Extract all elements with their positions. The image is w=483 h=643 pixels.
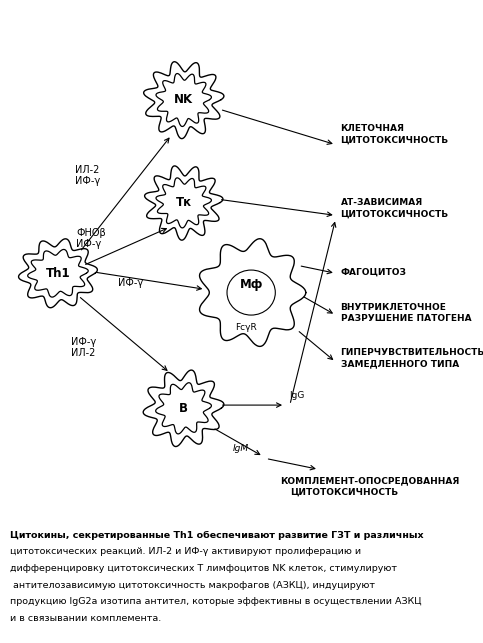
Text: цитотоксических реакций. ИЛ-2 и ИФ-γ активируют пролиферацию и: цитотоксических реакций. ИЛ-2 и ИФ-γ акт… [10,547,361,556]
Text: ГИПЕРЧУВСТВИТЕЛЬНОСТЬ: ГИПЕРЧУВСТВИТЕЛЬНОСТЬ [341,348,483,357]
Text: Th1: Th1 [46,267,70,280]
Text: КОМПЛЕМЕНТ-ОПОСРЕДОВАННАЯ: КОМПЛЕМЕНТ-ОПОСРЕДОВАННАЯ [280,476,459,485]
Text: ИФ-γ: ИФ-γ [118,278,143,288]
Text: IgM: IgM [233,444,249,453]
Text: и в связывании комплемента.: и в связывании комплемента. [10,614,161,623]
Text: АТ-ЗАВИСИМАЯ: АТ-ЗАВИСИМАЯ [341,198,423,207]
Text: ИФ-γ: ИФ-γ [76,239,101,249]
Text: РАЗРУШЕНИЕ ПАТОГЕНА: РАЗРУШЕНИЕ ПАТОГЕНА [341,314,471,323]
Text: продукцию IgG2a изотипа антител, которые эффективны в осуществлении АЗКЦ: продукцию IgG2a изотипа антител, которые… [10,597,421,606]
Text: ИЛ-2: ИЛ-2 [71,348,96,358]
Text: ИФ-γ: ИФ-γ [71,337,97,347]
Text: дифференцировку цитотоксических Т лимфоцитов NΚ клеток, стимулируют: дифференцировку цитотоксических Т лимфоц… [10,564,397,573]
Text: NK: NK [174,93,193,106]
Text: ИЛ-2: ИЛ-2 [75,165,99,176]
Text: FcγR: FcγR [235,323,257,332]
Text: Тк: Тк [175,196,192,209]
Text: ФНОβ: ФНОβ [76,228,106,238]
Text: Мф: Мф [240,278,263,291]
Text: IgG: IgG [289,391,304,400]
Text: ФАГОЦИТОЗ: ФАГОЦИТОЗ [341,267,407,276]
Text: ИФ-γ: ИФ-γ [75,176,100,186]
Text: КЛЕТОЧНАЯ: КЛЕТОЧНАЯ [341,124,405,133]
Text: антителозависимую цитотоксичность макрофагов (АЗКЦ), индуцируют: антителозависимую цитотоксичность макроф… [10,581,375,590]
Text: ВНУТРИКЛЕТОЧНОЕ: ВНУТРИКЛЕТОЧНОЕ [341,303,446,312]
Text: ЦИТОТОКСИЧНОСТЬ: ЦИТОТОКСИЧНОСТЬ [290,487,398,496]
Text: ЦИТОТОКСИЧНОСТЬ: ЦИТОТОКСИЧНОСТЬ [341,136,449,145]
Text: ЗАМЕДЛЕННОГО ТИПА: ЗАМЕДЛЕННОГО ТИПА [341,359,459,368]
Text: ЦИТОТОКСИЧНОСТЬ: ЦИТОТОКСИЧНОСТЬ [341,210,449,219]
Text: Цитокины, секретированные Th1 обеспечивают развитие ГЗТ и различных: Цитокины, секретированные Th1 обеспечива… [10,530,423,539]
Text: B: B [179,402,188,415]
